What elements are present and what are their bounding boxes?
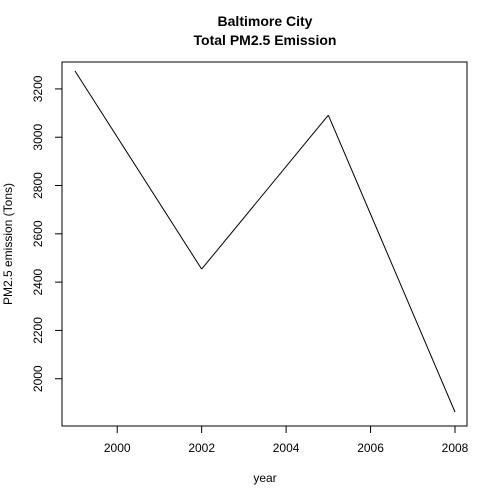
plot-frame — [61, 61, 468, 427]
series-line-segment — [327, 114, 456, 413]
y-tick-label: 2000 — [31, 365, 45, 392]
chart-subtitle: Total PM2.5 Emission — [194, 32, 337, 48]
y-tick-label: 3000 — [31, 124, 45, 151]
y-tick-label: 2400 — [31, 268, 45, 295]
y-tick-label: 2800 — [31, 172, 45, 199]
x-axis: 2000 2002 2004 2006 2008 — [104, 425, 469, 455]
x-axis-label: year — [253, 471, 276, 485]
x-tick-label: 2002 — [188, 441, 215, 455]
series-layer — [74, 70, 456, 413]
x-tick-label: 2000 — [104, 441, 131, 455]
x-tick-label: 2008 — [442, 441, 469, 455]
y-tick-label: 3200 — [31, 75, 45, 102]
x-tick-label: 2004 — [273, 441, 300, 455]
y-tick-label: 2200 — [31, 317, 45, 344]
series-line-segment — [201, 114, 329, 270]
y-axis-label: PM2.5 emission (Tons) — [1, 183, 15, 305]
y-axis: 2000 2200 2400 2600 2800 3000 3200 — [31, 75, 63, 392]
x-tick-label: 2006 — [357, 441, 384, 455]
series-line-segment — [74, 70, 203, 270]
y-tick-label: 2600 — [31, 220, 45, 247]
chart-title: Baltimore City — [218, 13, 313, 29]
